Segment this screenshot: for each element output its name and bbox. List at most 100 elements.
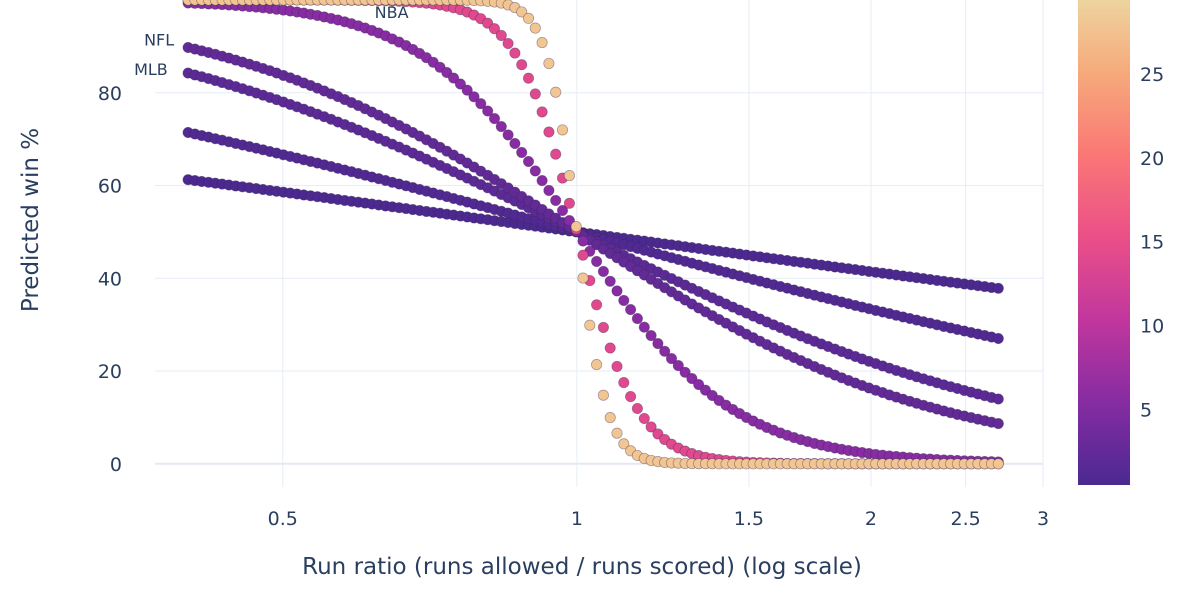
data-point	[482, 105, 494, 117]
x-tick-label: 3	[1037, 508, 1049, 530]
data-point	[563, 215, 575, 227]
y-tick-label: 20	[98, 361, 122, 383]
data-point	[679, 366, 691, 378]
data-point	[992, 332, 1004, 345]
data-point	[454, 78, 466, 90]
data-point	[543, 126, 555, 138]
data-point	[577, 272, 589, 284]
data-point	[625, 304, 637, 316]
data-point	[522, 155, 535, 168]
data-point	[563, 170, 575, 182]
data-point	[584, 319, 596, 331]
colorbar-tick-label: 10	[1140, 316, 1164, 338]
x-axis-ticks: 0.5 1 1.5 2 2.5 3	[268, 508, 1049, 530]
x-tick-label: 1	[571, 508, 583, 530]
data-point	[631, 313, 643, 325]
data-point	[570, 221, 582, 233]
data-point	[618, 294, 630, 306]
x-tick-label: 2.5	[951, 508, 981, 530]
data-point	[652, 428, 664, 440]
data-point	[495, 121, 507, 133]
data-point	[597, 389, 609, 401]
data-point	[468, 91, 480, 103]
data-point	[652, 338, 664, 350]
data-point	[577, 235, 589, 247]
data-point	[618, 438, 630, 450]
data-point	[488, 113, 501, 125]
data-point	[665, 353, 678, 365]
data-point	[577, 249, 589, 261]
data-point	[529, 88, 541, 100]
data-point	[502, 129, 514, 141]
annotations: NFL MLB NBA	[134, 3, 409, 79]
data-point	[522, 72, 535, 84]
data-point	[659, 345, 671, 357]
data-point	[509, 137, 521, 150]
colorbar: 5 10 15 20 25	[1078, 0, 1164, 485]
series-4	[182, 41, 1004, 430]
data-point	[516, 146, 528, 158]
y-tick-label: 0	[110, 454, 122, 476]
data-point	[509, 47, 521, 59]
data-point	[488, 23, 501, 35]
data-point	[536, 106, 548, 118]
data-point	[591, 299, 603, 311]
data-point	[536, 37, 548, 49]
y-tick-label: 40	[98, 268, 122, 290]
annotation-label: NFL	[144, 31, 174, 50]
data-point	[686, 373, 698, 385]
data-point	[597, 321, 609, 333]
data-point	[536, 175, 548, 187]
data-point	[625, 391, 637, 403]
data-point	[631, 402, 643, 415]
data-point	[992, 282, 1004, 294]
y-axis-title: Predicted win %	[18, 128, 44, 312]
data-point	[611, 360, 623, 372]
data-point	[529, 165, 541, 177]
data-point	[543, 57, 555, 69]
data-point	[495, 29, 507, 41]
data-point	[618, 377, 630, 389]
x-axis-title: Run ratio (runs allowed / runs scored) (…	[302, 554, 862, 580]
colorbar-tick-label: 5	[1140, 399, 1152, 421]
data-point	[550, 86, 562, 98]
x-tick-label: 1.5	[734, 508, 764, 530]
data-point	[672, 360, 684, 372]
data-point	[550, 194, 562, 206]
data-point	[556, 124, 569, 136]
data-point	[638, 321, 650, 333]
data-point	[461, 84, 473, 96]
colorbar-tick-label: 25	[1140, 64, 1164, 86]
data-point	[604, 412, 616, 424]
data-point	[516, 59, 528, 71]
data-point	[529, 22, 541, 34]
data-point	[522, 12, 535, 24]
data-point	[516, 6, 528, 18]
colorbar-tick-label: 20	[1140, 148, 1164, 170]
y-tick-label: 80	[98, 83, 122, 105]
data-point	[556, 204, 569, 217]
colorbar-tick-label: 15	[1140, 232, 1164, 254]
annotation-label: NBA	[375, 3, 409, 22]
data-point	[638, 412, 650, 425]
data-point	[992, 393, 1004, 405]
data-point	[597, 265, 609, 277]
data-points	[182, 0, 1004, 470]
x-tick-label: 0.5	[268, 508, 298, 530]
data-point	[645, 330, 657, 342]
data-point	[448, 72, 460, 84]
data-point	[604, 275, 616, 287]
data-point	[611, 427, 623, 439]
data-point	[604, 342, 616, 354]
x-tick-label: 2	[865, 508, 877, 530]
data-point	[591, 359, 603, 371]
data-point	[591, 255, 603, 267]
data-point	[611, 285, 623, 297]
data-point	[992, 458, 1004, 470]
series-7	[182, 0, 1004, 470]
y-axis-ticks: 0 20 40 60 80	[98, 83, 122, 476]
data-point	[550, 148, 562, 160]
data-point	[475, 98, 487, 110]
data-point	[992, 418, 1004, 430]
